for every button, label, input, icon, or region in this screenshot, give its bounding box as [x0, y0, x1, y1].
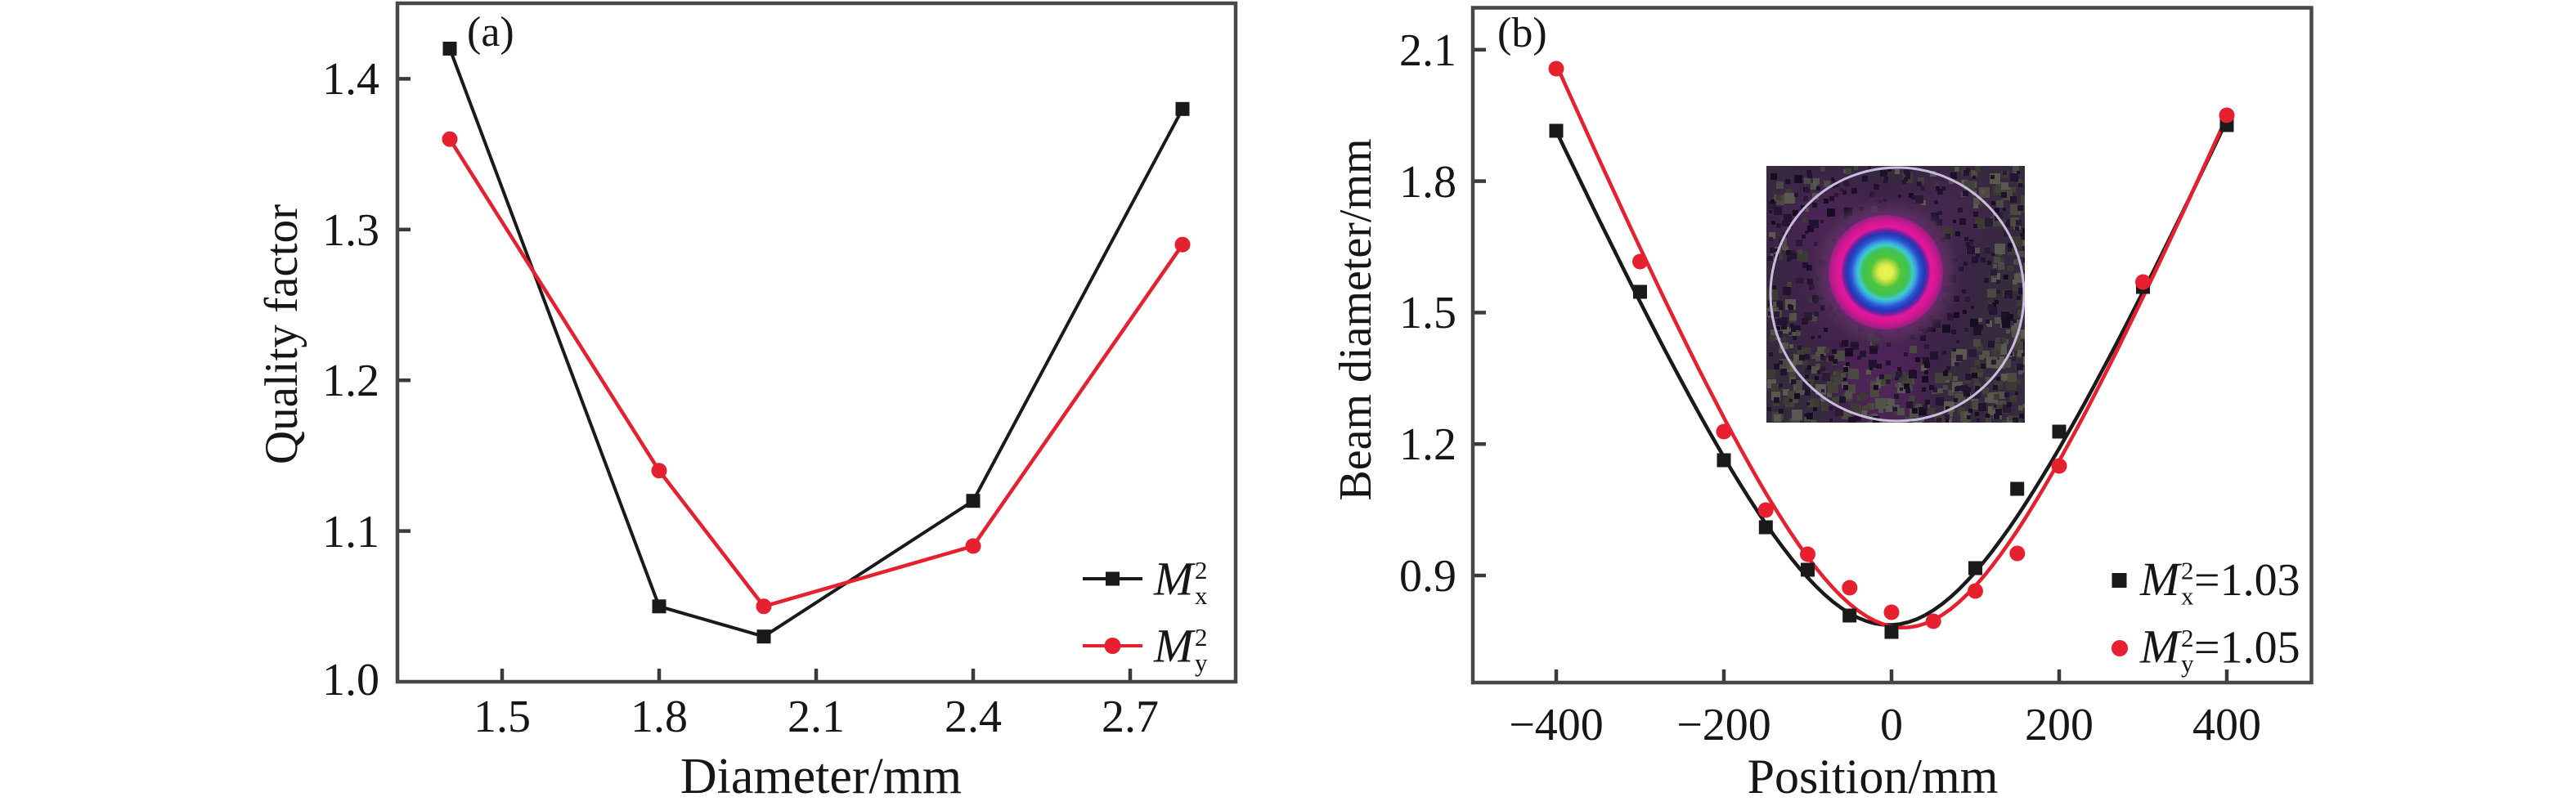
svg-text:2.7: 2.7	[1102, 692, 1159, 742]
svg-text:Beam diameter/mm: Beam diameter/mm	[1331, 138, 1381, 500]
svg-text:1.5: 1.5	[473, 692, 531, 742]
svg-text:2.4: 2.4	[945, 692, 1002, 742]
svg-text:1.3: 1.3	[322, 205, 379, 256]
svg-text:x: x	[1195, 581, 1208, 610]
svg-text:1.5: 1.5	[1399, 288, 1456, 338]
svg-text:0: 0	[1880, 700, 1903, 750]
svg-text:2: 2	[2181, 557, 2194, 585]
svg-text:200: 200	[2025, 700, 2094, 750]
svg-text:x: x	[2181, 582, 2194, 611]
svg-text:2.1: 2.1	[788, 692, 845, 742]
svg-text:Diameter/mm: Diameter/mm	[680, 749, 962, 804]
svg-text:1.0: 1.0	[322, 655, 379, 705]
svg-text:y: y	[2181, 649, 2194, 678]
svg-text:(b): (b)	[1497, 10, 1547, 56]
svg-text:−400: −400	[1509, 700, 1604, 750]
svg-text:=1.05: =1.05	[2194, 623, 2300, 674]
svg-text:Position/mm: Position/mm	[1748, 750, 1999, 804]
svg-text:(a): (a)	[467, 9, 514, 56]
svg-text:1.1: 1.1	[322, 507, 379, 557]
svg-text:y: y	[1195, 648, 1208, 677]
svg-text:2: 2	[2181, 624, 2194, 652]
svg-text:2: 2	[1195, 556, 1208, 584]
svg-text:1.8: 1.8	[1399, 157, 1456, 208]
svg-text:400: 400	[2192, 700, 2261, 750]
svg-text:M: M	[2139, 553, 2182, 606]
svg-text:1.4: 1.4	[322, 54, 379, 105]
svg-text:1.2: 1.2	[1399, 419, 1456, 470]
svg-text:1.8: 1.8	[631, 692, 688, 742]
svg-text:M: M	[1153, 553, 1196, 606]
svg-text:M: M	[1153, 620, 1196, 673]
svg-text:M: M	[2139, 620, 2182, 674]
svg-text:2: 2	[1195, 623, 1208, 652]
svg-text:1.2: 1.2	[322, 356, 379, 406]
svg-text:=1.03: =1.03	[2194, 555, 2300, 606]
svg-text:Quality factor: Quality factor	[256, 204, 307, 464]
svg-text:2.1: 2.1	[1399, 25, 1456, 76]
svg-text:0.9: 0.9	[1399, 551, 1456, 602]
svg-text:−200: −200	[1676, 700, 1771, 750]
